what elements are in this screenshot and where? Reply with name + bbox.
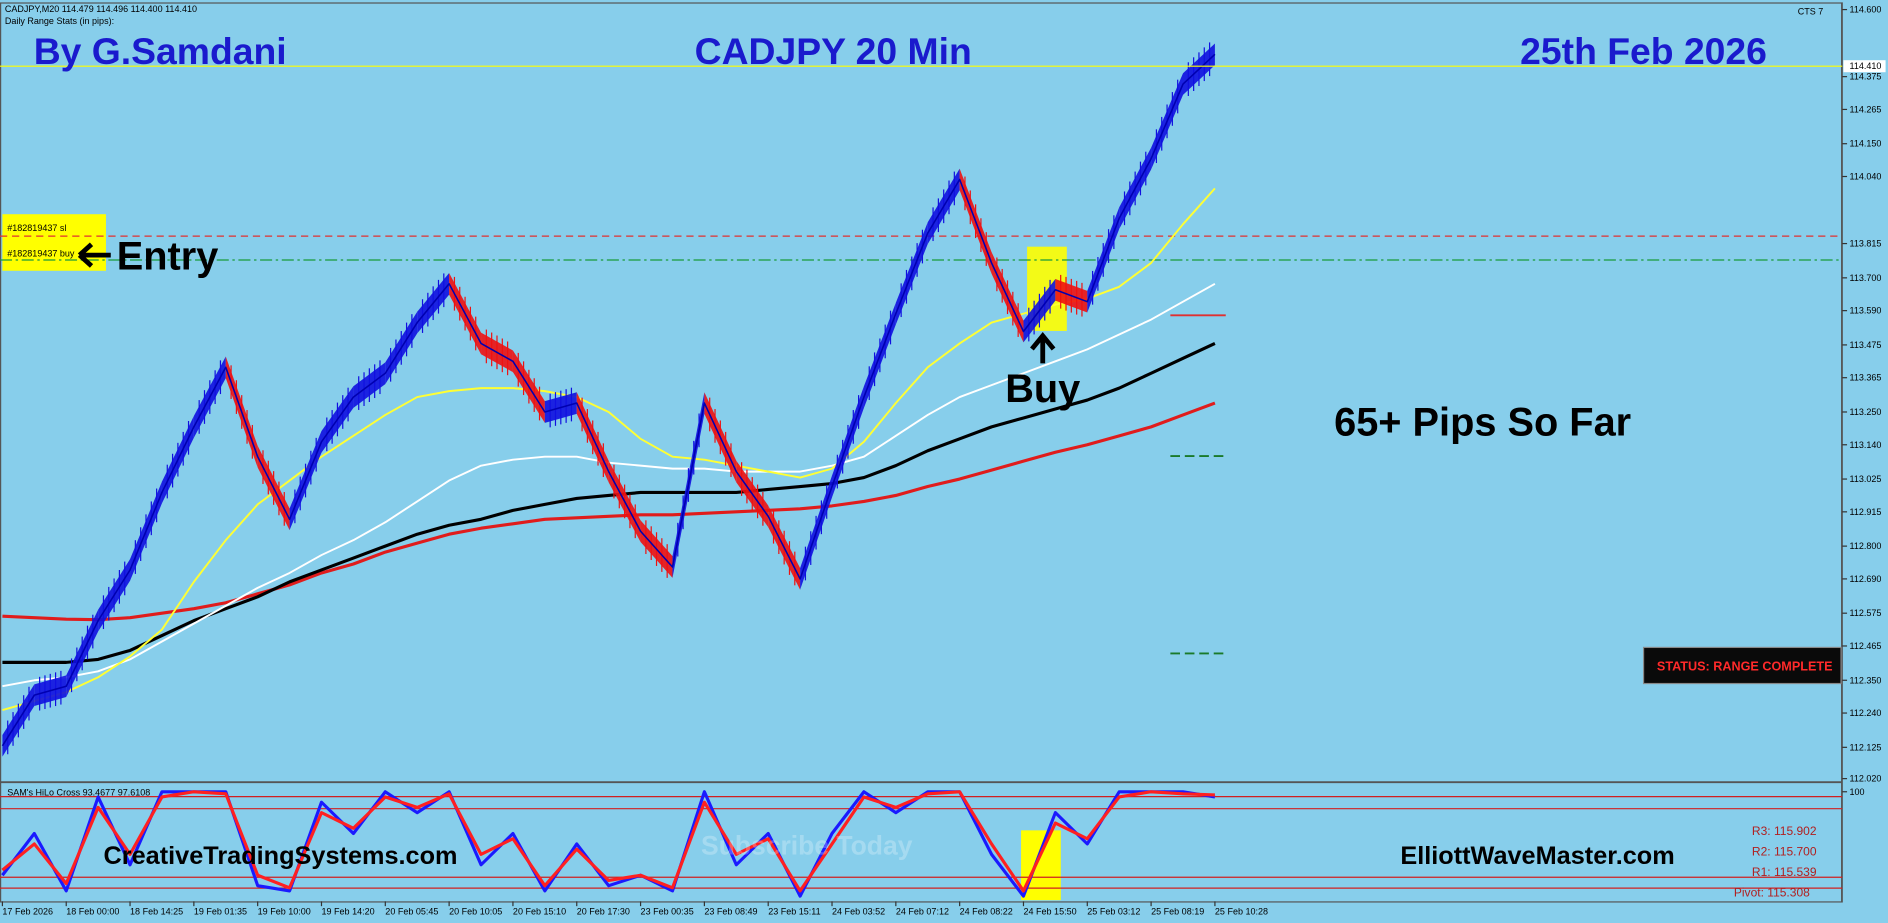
- y-tick-label: 113.700: [1849, 273, 1881, 283]
- x-tick-label: 19 Feb 14:20: [321, 907, 374, 917]
- y-tick-label: 112.020: [1849, 774, 1881, 784]
- y-tick-label: 112.575: [1849, 608, 1881, 618]
- x-tick-label: 24 Feb 03:52: [832, 907, 885, 917]
- last-price-label: 114.410: [1849, 61, 1881, 71]
- x-tick-label: 23 Feb 15:11: [768, 907, 820, 917]
- indicator-label: CTS 7: [1798, 6, 1824, 16]
- author: By G.Samdani: [34, 30, 287, 72]
- x-tick-label: 20 Feb 15:10: [513, 907, 566, 917]
- x-tick-label: 25 Feb 08:19: [1151, 907, 1204, 917]
- pivot-labels: R3: 115.902 R2: 115.700 R1: 115.539 Pivo…: [1734, 824, 1817, 899]
- y-tick-label: 112.240: [1849, 708, 1881, 718]
- x-tick-label: 19 Feb 01:35: [194, 907, 247, 917]
- status-text: STATUS: RANGE COMPLETE: [1657, 659, 1833, 673]
- entry-label: Entry: [117, 235, 219, 279]
- price-line: [1, 53, 1216, 747]
- date: 25th Feb 2026: [1520, 30, 1767, 72]
- y-tick-label: 100: [1849, 787, 1864, 797]
- y-tick-label: 112.465: [1849, 641, 1881, 651]
- y-tick-label: 114.040: [1849, 172, 1881, 182]
- order-label: #182819437 sl: [7, 223, 66, 233]
- y-tick-label: 114.150: [1849, 139, 1881, 149]
- y-tick-label: 114.265: [1849, 104, 1881, 114]
- x-tick-label: 25 Feb 03:12: [1087, 907, 1140, 917]
- x-tick-label: 18 Feb 14:25: [130, 907, 183, 917]
- x-tick-label: 24 Feb 08:22: [960, 907, 1013, 917]
- y-tick-label: 112.915: [1849, 507, 1881, 517]
- y-tick-label: 114.600: [1849, 5, 1881, 15]
- site-left: CreativeTradingSystems.com: [104, 842, 458, 870]
- x-tick-label: 18 Feb 00:00: [66, 907, 119, 917]
- series-line: [1, 790, 1215, 893]
- x-tick-label: 19 Feb 10:00: [258, 907, 311, 917]
- plot: 114.600 114.375 114.265 114.150 114.040 113.8…: [0, 5, 1886, 917]
- range-stats: Daily Range Stats (in pips):: [5, 16, 114, 26]
- y-tick-label: 113.140: [1849, 440, 1881, 450]
- x-tick-label: 17 Feb 2026: [2, 907, 53, 917]
- pivot-label: R2: 115.700: [1752, 845, 1817, 859]
- y-tick-label: 112.800: [1849, 541, 1881, 551]
- order-label: #182819437 buy: [7, 248, 75, 258]
- chart-title: CADJPY 20 Min: [695, 30, 972, 72]
- buy-arrow: [1030, 331, 1056, 364]
- entry-arrow: [77, 242, 111, 268]
- pivot-label: R3: 115.902: [1752, 824, 1817, 838]
- oscillator-title: SAM's HiLo Cross 93.4677 97.6108: [7, 787, 150, 797]
- y-tick-label: 113.815: [1849, 239, 1881, 249]
- pivot-label: Pivot: 115.308: [1734, 886, 1810, 900]
- x-tick-label: 25 Feb 10:28: [1215, 907, 1268, 917]
- y-tick-label: 112.125: [1849, 742, 1881, 752]
- buy-label: Buy: [1005, 367, 1080, 411]
- symbol-info: CADJPY,M20 114.479 114.496 114.400 114.4…: [5, 4, 197, 14]
- x-tick-label: 23 Feb 08:49: [704, 907, 757, 917]
- result-label: 65+ Pips So Far: [1334, 401, 1631, 445]
- y-tick-label: 112.350: [1849, 675, 1881, 685]
- y-tick-label: 113.475: [1849, 340, 1881, 350]
- x-tick-label: 24 Feb 15:50: [1023, 907, 1076, 917]
- x-tick-label: 23 Feb 00:35: [641, 907, 694, 917]
- x-tick-label: 20 Feb 05:45: [385, 907, 438, 917]
- last-price-box: [1843, 60, 1886, 73]
- x-tick-label: 20 Feb 17:30: [577, 907, 630, 917]
- series-line: [2, 401, 1216, 622]
- y-tick-label: 113.365: [1849, 373, 1881, 383]
- watermark: Subscribe Today: [701, 830, 913, 860]
- y-tick-label: 113.590: [1849, 306, 1881, 316]
- y-tick-label: 114.375: [1849, 72, 1881, 82]
- site-right: ElliottWaveMaster.com: [1400, 842, 1674, 870]
- y-tick-label: 113.025: [1849, 474, 1881, 484]
- status-box: [1642, 646, 1842, 685]
- y-tick-label: 112.690: [1849, 574, 1881, 584]
- x-tick-label: 24 Feb 07:12: [896, 907, 949, 917]
- x-tick-label: 20 Feb 10:05: [449, 907, 502, 917]
- y-tick-label: 113.250: [1849, 407, 1881, 417]
- pivot-label: R1: 115.539: [1752, 865, 1817, 879]
